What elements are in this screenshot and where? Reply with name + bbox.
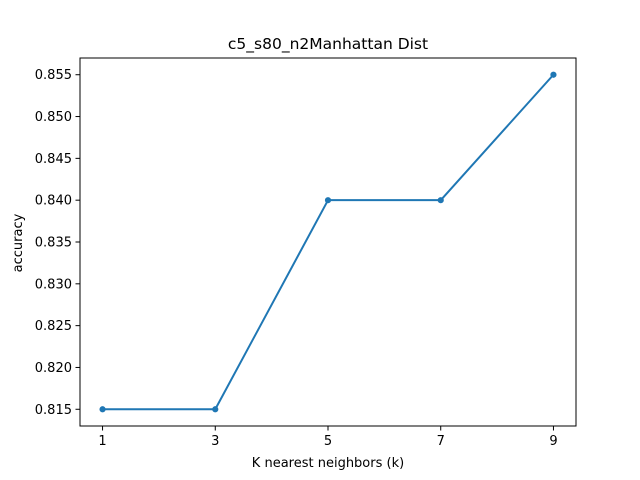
data-point bbox=[550, 71, 557, 78]
x-tick-label: 3 bbox=[211, 434, 219, 449]
x-tick-label: 1 bbox=[98, 434, 106, 449]
plot-area: 1 3 5 7 9 0.815 0.820 0.825 0.830 0.835 0.840 0.845… bbox=[35, 57, 577, 449]
x-tick-label: 9 bbox=[549, 434, 557, 449]
y-tick-label: 0.855 bbox=[35, 68, 72, 83]
x-tick-label: 5 bbox=[324, 434, 332, 449]
y-tick-label: 0.825 bbox=[35, 319, 72, 334]
y-tick-label: 0.815 bbox=[35, 403, 72, 418]
y-tick-label: 0.830 bbox=[35, 277, 72, 292]
data-point bbox=[437, 197, 444, 204]
y-tick-label: 0.850 bbox=[35, 110, 72, 125]
y-tick-label: 0.845 bbox=[35, 152, 72, 167]
data-point bbox=[99, 406, 106, 413]
data-point bbox=[324, 197, 332, 204]
y-tick-label: 0.840 bbox=[35, 194, 72, 209]
chart-title: c5_s80_n2Manhattan Dist bbox=[228, 35, 428, 54]
data-point bbox=[212, 406, 219, 413]
series-line bbox=[101, 73, 555, 411]
y-tick-label: 0.820 bbox=[35, 361, 72, 376]
y-axis-label: accuracy bbox=[11, 213, 26, 272]
x-axis-label: K nearest neighbors (k) bbox=[252, 456, 404, 471]
axes-frame bbox=[79, 57, 577, 427]
y-tick-label: 0.835 bbox=[35, 236, 72, 251]
x-tick-label: 7 bbox=[437, 434, 445, 449]
